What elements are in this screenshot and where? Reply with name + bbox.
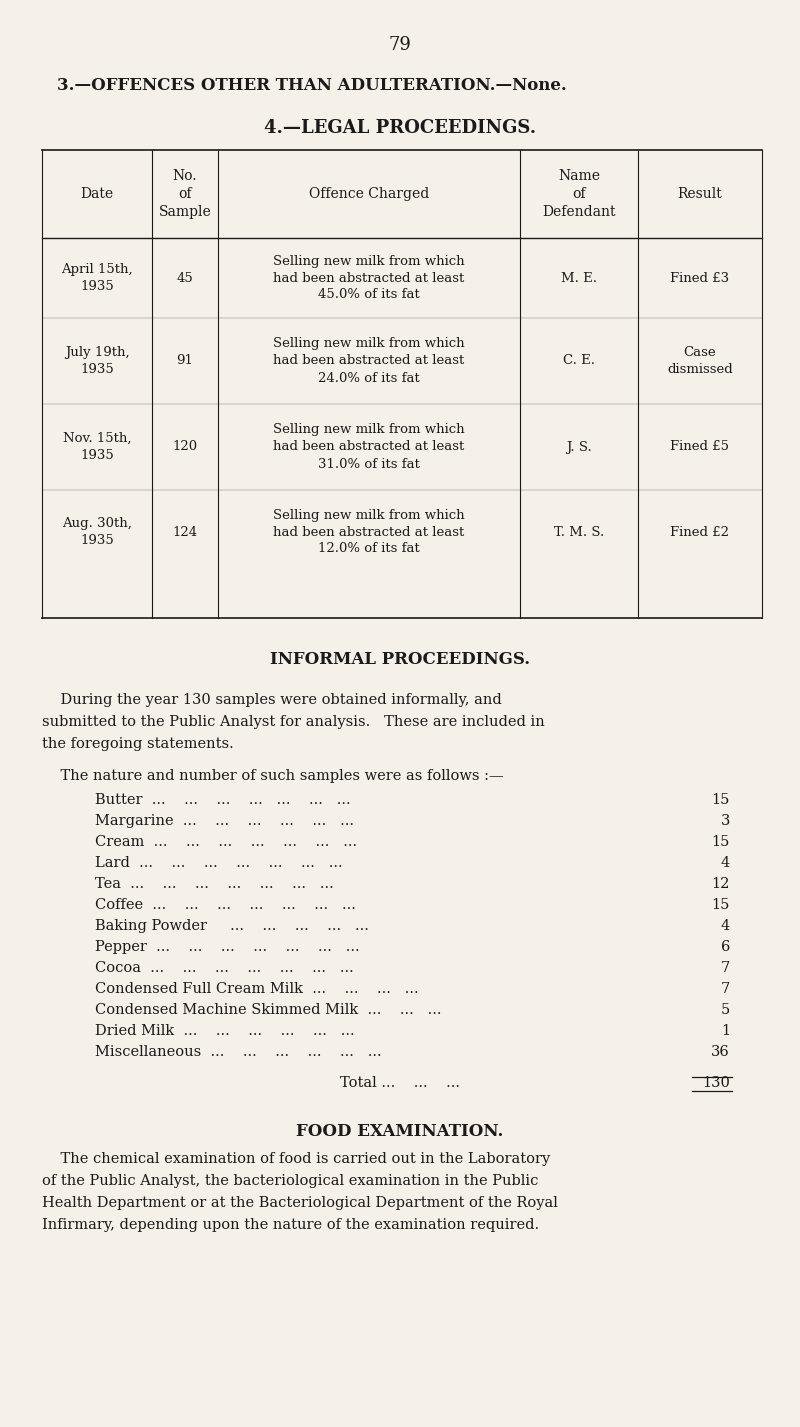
Text: 120: 120 <box>173 441 198 454</box>
Text: 1: 1 <box>721 1025 730 1037</box>
Text: 15: 15 <box>712 793 730 808</box>
Text: J. S.: J. S. <box>566 441 592 454</box>
Text: 3: 3 <box>721 813 730 828</box>
Text: T. M. S.: T. M. S. <box>554 525 604 538</box>
Text: July 19th,
1935: July 19th, 1935 <box>65 345 130 375</box>
Text: No.
of
Sample: No. of Sample <box>158 168 211 220</box>
Text: 4.—LEGAL PROCEEDINGS.: 4.—LEGAL PROCEEDINGS. <box>264 118 536 137</box>
Text: Name
of
Defendant: Name of Defendant <box>542 168 616 220</box>
Text: Fined £2: Fined £2 <box>670 525 730 538</box>
Text: FOOD EXAMINATION.: FOOD EXAMINATION. <box>296 1123 504 1140</box>
Text: Date: Date <box>81 187 114 201</box>
Text: Baking Powder     ...    ...    ...    ...   ...: Baking Powder ... ... ... ... ... <box>95 919 369 933</box>
Text: 15: 15 <box>712 835 730 849</box>
Text: Offence Charged: Offence Charged <box>309 187 429 201</box>
Text: 7: 7 <box>721 982 730 996</box>
Text: Selling new milk from which
had been abstracted at least
12.0% of its fat: Selling new milk from which had been abs… <box>273 508 465 555</box>
Text: Cream  ...    ...    ...    ...    ...    ...   ...: Cream ... ... ... ... ... ... ... <box>95 835 357 849</box>
Text: INFORMAL PROCEEDINGS.: INFORMAL PROCEEDINGS. <box>270 652 530 668</box>
Text: Margarine  ...    ...    ...    ...    ...   ...: Margarine ... ... ... ... ... ... <box>95 813 354 828</box>
Text: of the Public Analyst, the bacteriological examination in the Public: of the Public Analyst, the bacteriologic… <box>42 1174 538 1189</box>
Text: Cocoa  ...    ...    ...    ...    ...    ...   ...: Cocoa ... ... ... ... ... ... ... <box>95 960 354 975</box>
Text: 12: 12 <box>712 878 730 890</box>
Text: Fined £3: Fined £3 <box>670 271 730 284</box>
Text: C. E.: C. E. <box>563 354 595 368</box>
Text: The nature and number of such samples were as follows :—: The nature and number of such samples we… <box>42 769 504 783</box>
Text: Selling new milk from which
had been abstracted at least
45.0% of its fat: Selling new milk from which had been abs… <box>273 254 465 301</box>
Text: 4: 4 <box>721 919 730 933</box>
Text: 6: 6 <box>721 940 730 955</box>
Text: Fined £5: Fined £5 <box>670 441 730 454</box>
Text: M. E.: M. E. <box>561 271 597 284</box>
Text: 5: 5 <box>721 1003 730 1017</box>
Text: 79: 79 <box>389 36 411 54</box>
Text: 15: 15 <box>712 898 730 912</box>
Text: Health Department or at the Bacteriological Department of the Royal: Health Department or at the Bacteriologi… <box>42 1196 558 1210</box>
Text: the foregoing statements.: the foregoing statements. <box>42 736 234 751</box>
Text: Tea  ...    ...    ...    ...    ...    ...   ...: Tea ... ... ... ... ... ... ... <box>95 878 334 890</box>
Text: April 15th,
1935: April 15th, 1935 <box>61 263 133 293</box>
Text: Miscellaneous  ...    ...    ...    ...    ...   ...: Miscellaneous ... ... ... ... ... ... <box>95 1045 382 1059</box>
Text: Aug. 30th,
1935: Aug. 30th, 1935 <box>62 517 132 547</box>
Text: Result: Result <box>678 187 722 201</box>
Text: Condensed Full Cream Milk  ...    ...    ...   ...: Condensed Full Cream Milk ... ... ... ..… <box>95 982 418 996</box>
Text: submitted to the Public Analyst for analysis.   These are included in: submitted to the Public Analyst for anal… <box>42 715 545 729</box>
Text: Selling new milk from which
had been abstracted at least
31.0% of its fat: Selling new milk from which had been abs… <box>273 424 465 471</box>
Text: 7: 7 <box>721 960 730 975</box>
Text: 4: 4 <box>721 856 730 870</box>
Text: Nov. 15th,
1935: Nov. 15th, 1935 <box>62 432 131 462</box>
Text: 3.—OFFENCES OTHER THAN ADULTERATION.—None.: 3.—OFFENCES OTHER THAN ADULTERATION.—Non… <box>57 77 566 94</box>
Text: Total ...    ...    ...: Total ... ... ... <box>340 1076 460 1090</box>
Text: The chemical examination of food is carried out in the Laboratory: The chemical examination of food is carr… <box>42 1152 550 1166</box>
Text: Coffee  ...    ...    ...    ...    ...    ...   ...: Coffee ... ... ... ... ... ... ... <box>95 898 356 912</box>
Text: Pepper  ...    ...    ...    ...    ...    ...   ...: Pepper ... ... ... ... ... ... ... <box>95 940 360 955</box>
Text: During the year 130 samples were obtained informally, and: During the year 130 samples were obtaine… <box>42 694 502 706</box>
Text: 130: 130 <box>702 1076 730 1090</box>
Text: Selling new milk from which
had been abstracted at least
24.0% of its fat: Selling new milk from which had been abs… <box>273 338 465 384</box>
Text: Lard  ...    ...    ...    ...    ...    ...   ...: Lard ... ... ... ... ... ... ... <box>95 856 342 870</box>
Text: Dried Milk  ...    ...    ...    ...    ...   ...: Dried Milk ... ... ... ... ... ... <box>95 1025 354 1037</box>
Text: Condensed Machine Skimmed Milk  ...    ...   ...: Condensed Machine Skimmed Milk ... ... .… <box>95 1003 442 1017</box>
Text: Infirmary, depending upon the nature of the examination required.: Infirmary, depending upon the nature of … <box>42 1219 539 1232</box>
Text: 124: 124 <box>173 525 198 538</box>
Text: 91: 91 <box>177 354 194 368</box>
Text: Butter  ...    ...    ...    ...   ...    ...   ...: Butter ... ... ... ... ... ... ... <box>95 793 350 808</box>
Text: 45: 45 <box>177 271 194 284</box>
Text: 36: 36 <box>711 1045 730 1059</box>
Text: Case
dismissed: Case dismissed <box>667 345 733 375</box>
